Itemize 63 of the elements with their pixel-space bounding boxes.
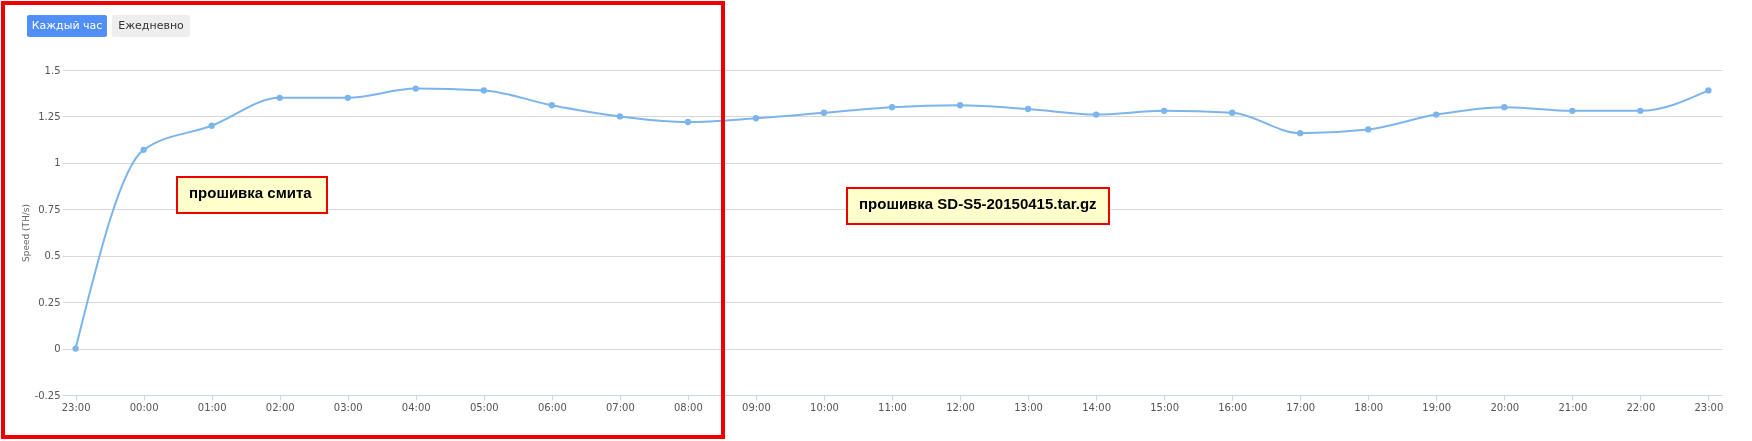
text: Ежедневно	[118, 19, 185, 32]
x-tick-label: 01:00	[197, 401, 227, 413]
x-tick-label: 11:00	[878, 401, 907, 413]
y-tick-label: 1.25	[38, 110, 61, 122]
x-tick-label: 10:00	[810, 401, 839, 413]
y-tick-label: 0.25	[38, 296, 61, 308]
point	[412, 85, 419, 92]
x-tick-label: 18:00	[1354, 401, 1384, 413]
x-tick-label: 13:00	[1014, 401, 1043, 413]
point	[616, 113, 624, 120]
point	[140, 146, 147, 154]
x-tick-label: 00:00	[129, 401, 159, 413]
x-tick-label: 04:00	[401, 401, 431, 413]
point	[1569, 107, 1576, 115]
point	[208, 122, 215, 129]
x-tick-label: 21:00	[1558, 401, 1588, 413]
x-tick-label: 03:00	[333, 401, 363, 413]
x-tick-label: 23:00	[61, 401, 91, 413]
text: Каждый час	[31, 19, 103, 32]
point	[276, 94, 283, 102]
x-tick-label: 23:00	[1694, 401, 1724, 413]
point	[1637, 107, 1644, 115]
y-tick-label: 0.75	[38, 203, 61, 215]
point	[480, 87, 487, 94]
point	[1024, 105, 1032, 113]
x-tick-label: 14:00	[1082, 401, 1112, 413]
y-axis-title: Speed (TH/s)	[20, 203, 31, 263]
point	[1229, 109, 1236, 116]
point	[548, 102, 555, 109]
x-tick-label: 05:00	[469, 401, 499, 413]
point	[888, 103, 896, 111]
x-tick-label: 12:00	[946, 401, 975, 413]
point	[1365, 126, 1372, 133]
x-tick-label: 16:00	[1218, 401, 1248, 413]
point	[752, 115, 760, 122]
point	[1297, 129, 1304, 137]
point	[1092, 111, 1100, 118]
x-tick-label: 07:00	[605, 401, 635, 413]
x-tick-label: 22:00	[1626, 401, 1656, 413]
x-tick-label: 20:00	[1490, 401, 1520, 413]
x-tick-label: 06:00	[537, 401, 567, 413]
point	[344, 94, 351, 102]
point	[1433, 111, 1440, 118]
y-tick-label: 0	[54, 343, 61, 355]
point	[1501, 103, 1508, 111]
y-tick-label: 0.5	[44, 250, 61, 262]
x-tick-label: 02:00	[265, 401, 295, 413]
point	[72, 345, 79, 352]
y-tick-label: 1	[54, 157, 61, 169]
x-tick-label: 08:00	[673, 401, 703, 413]
y-tick-label: 1.5	[44, 64, 61, 76]
point	[820, 109, 828, 116]
y-tick-label: -0.25	[34, 389, 61, 401]
point	[1160, 107, 1168, 115]
x-tick-label: 19:00	[1422, 401, 1452, 413]
annotation: прошивка смита	[189, 184, 313, 201]
x-tick-label: 17:00	[1286, 401, 1316, 413]
point	[956, 102, 964, 109]
x-tick-label: 09:00	[742, 401, 771, 413]
annotation: прошивка SD-S5-20150415.tar.gz	[859, 195, 1097, 212]
point	[1705, 87, 1712, 94]
x-tick-label: 15:00	[1150, 401, 1180, 413]
point	[684, 118, 692, 126]
